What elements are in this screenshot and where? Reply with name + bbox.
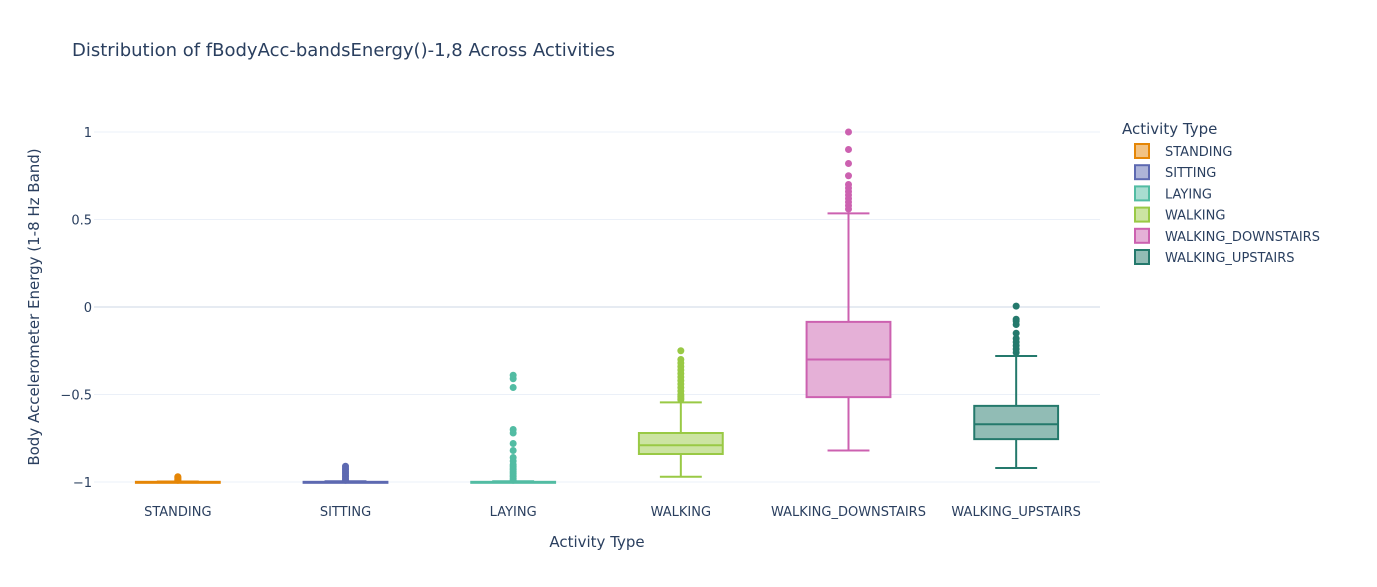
x-tick-label: STANDING xyxy=(144,505,211,520)
legend-item: SITTING xyxy=(1134,164,1216,181)
chart-title: Distribution of fBodyAcc-bandsEnergy()-1… xyxy=(72,40,615,61)
legend-swatch xyxy=(1134,249,1150,265)
box-standing xyxy=(134,473,221,484)
outlier-point xyxy=(342,476,349,484)
y-tick-label: −1 xyxy=(73,476,92,491)
box-iqr xyxy=(973,404,1060,441)
box-series xyxy=(134,128,1060,484)
legend-item: WALKING_DOWNSTAIRS xyxy=(1134,227,1320,245)
grid-lines xyxy=(94,131,1100,483)
outlier-point xyxy=(845,128,852,136)
legend-title: Activity Type xyxy=(1122,120,1217,138)
legend-label: STANDING xyxy=(1165,145,1232,160)
outlier-point xyxy=(845,172,852,180)
legend-item: WALKING xyxy=(1134,206,1225,224)
box-laying xyxy=(470,371,557,484)
legend-swatch xyxy=(1134,143,1150,159)
legend-item: LAYING xyxy=(1134,185,1212,202)
legend-item: STANDING xyxy=(1134,143,1232,160)
box-walking-downstairs xyxy=(805,128,892,452)
outlier-point xyxy=(1012,321,1020,328)
x-axis-ticks: STANDING SITTING LAYING WALKING WALKING_DOWN… xyxy=(144,505,1081,520)
outlier-point xyxy=(509,476,517,484)
legend-label: WALKING_DOWNSTAIRS xyxy=(1165,230,1320,245)
y-tick-label: 0.5 xyxy=(71,214,92,229)
outlier-point xyxy=(845,160,852,167)
outlier-point xyxy=(509,375,517,383)
outlier-point xyxy=(845,146,852,153)
outlier-point xyxy=(1012,329,1020,337)
box-walking-upstairs xyxy=(973,302,1060,469)
y-axis-title: Body Accelerometer Energy (1-8 Hz Band) xyxy=(25,148,43,465)
outlier-point xyxy=(174,476,182,484)
outlier-point xyxy=(677,347,685,355)
outlier-point xyxy=(1012,302,1020,310)
legend-swatch xyxy=(1134,227,1150,244)
legend-swatch xyxy=(1134,164,1150,181)
outlier-point xyxy=(509,440,517,447)
legend-label: WALKING_UPSTAIRS xyxy=(1165,251,1295,266)
x-tick-label: WALKING_UPSTAIRS xyxy=(951,505,1081,520)
outlier-point xyxy=(677,396,685,404)
legend-label: SITTING xyxy=(1165,166,1216,181)
legend-swatch xyxy=(1134,185,1150,202)
x-tick-label: WALKING xyxy=(651,505,711,520)
legend-swatch xyxy=(1134,206,1150,223)
outlier-point xyxy=(509,447,517,454)
y-tick-label: −0.5 xyxy=(60,389,92,404)
outlier-point xyxy=(845,205,852,213)
x-tick-label: LAYING xyxy=(490,505,537,520)
x-axis-title: Activity Type xyxy=(549,533,644,551)
box-walking xyxy=(637,347,724,478)
box-iqr xyxy=(637,432,724,455)
y-tick-label: 0 xyxy=(84,301,92,316)
outlier-point xyxy=(509,429,517,437)
y-tick-label: 1 xyxy=(84,126,92,141)
outlier-point xyxy=(509,384,517,391)
legend-item: WALKING_UPSTAIRS xyxy=(1134,249,1295,266)
x-tick-label: WALKING_DOWNSTAIRS xyxy=(771,505,926,520)
box-sitting xyxy=(302,462,389,484)
legend-label: LAYING xyxy=(1165,187,1212,202)
x-tick-label: SITTING xyxy=(320,505,371,520)
legend-label: WALKING xyxy=(1165,209,1225,224)
legend: Activity Type STANDING SITTING LAYING WALKI… xyxy=(1122,120,1320,266)
y-axis-ticks: 1 0.5 0 −0.5 −1 xyxy=(60,126,92,491)
outlier-point xyxy=(1012,349,1020,356)
